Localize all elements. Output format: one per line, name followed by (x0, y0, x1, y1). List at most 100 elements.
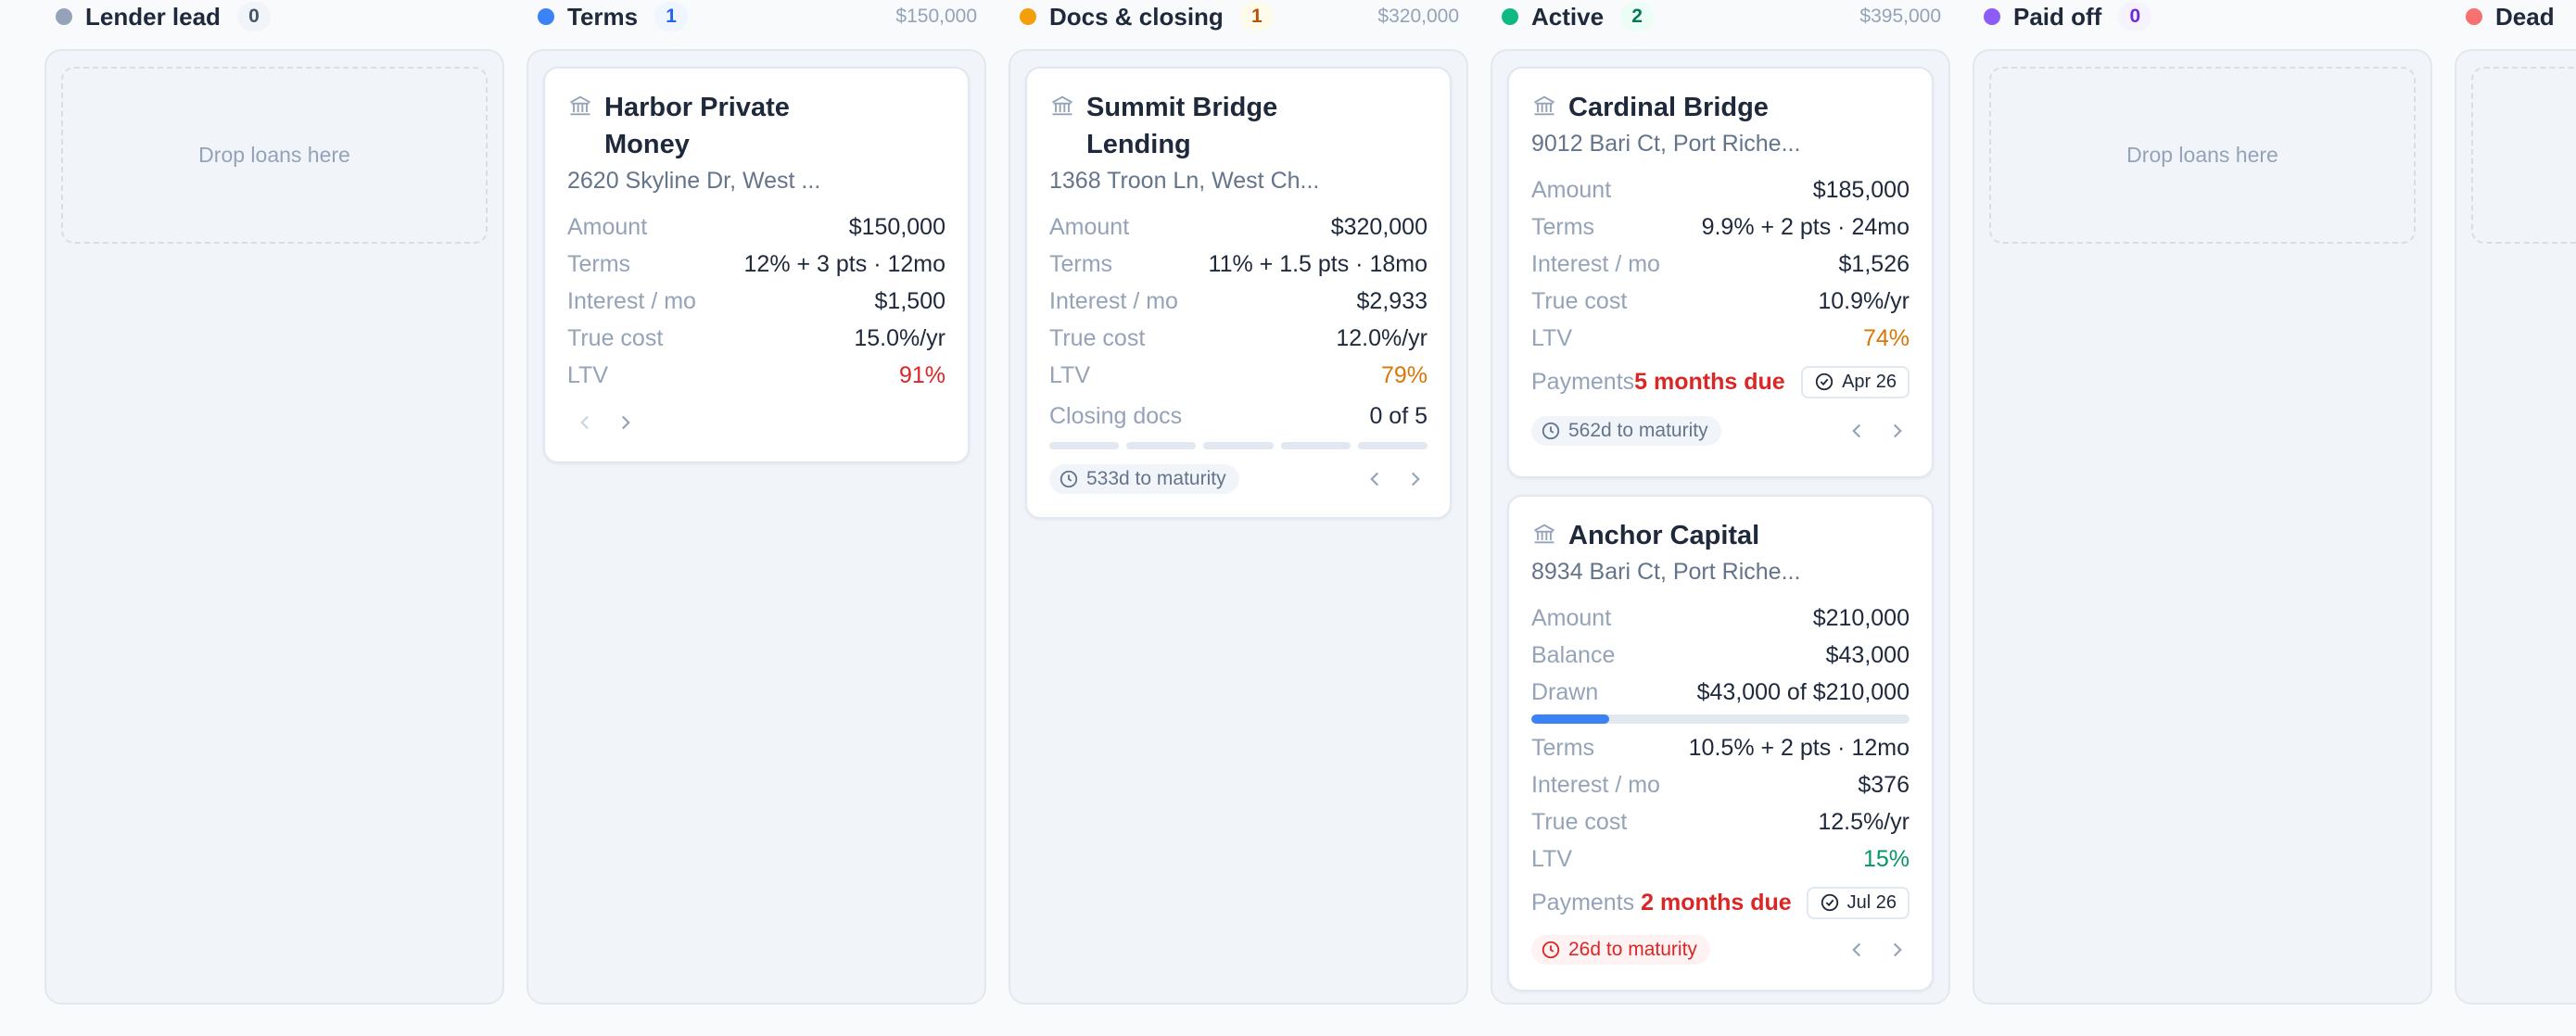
column-title: Terms (567, 2, 639, 31)
chevron-left-icon[interactable] (1845, 419, 1869, 443)
amount-value: $210,000 (1812, 604, 1910, 631)
card-address: 9012 Bari Ct, Port Riche... (1531, 131, 1801, 157)
card-title: Summit Bridge (1086, 93, 1278, 122)
next-payment-date: Jul 26 (1846, 891, 1897, 913)
drawn-row: Drawn $43,000 of $210,000 (1531, 674, 1910, 711)
ltv-row: LTV 79% (1049, 357, 1428, 394)
column-terms: Terms 1 $150,000 Harbor Private Money 26… (527, 0, 986, 1004)
ltv-label: LTV (1531, 845, 1572, 872)
interest-row: Interest / mo $2,933 (1049, 283, 1428, 320)
interest-row: Interest / mo $376 (1531, 766, 1910, 803)
loan-card[interactable]: Cardinal Bridge 9012 Bari Ct, Port Riche… (1507, 67, 1934, 478)
closing-docs-segment (1203, 442, 1274, 449)
column-body[interactable]: Harbor Private Money 2620 Skyline Dr, We… (527, 49, 986, 1004)
true-cost-label: True cost (1531, 808, 1628, 835)
terms-label: Terms (1049, 250, 1113, 277)
interest-label: Interest / mo (567, 287, 696, 314)
column-header: Paid off 0 (1973, 0, 2432, 33)
chevron-left-icon[interactable] (1363, 467, 1387, 491)
column-body[interactable] (2455, 49, 2576, 1004)
drawn-value: $43,000 of $210,000 (1696, 678, 1910, 705)
bank-icon (570, 95, 590, 116)
interest-label: Interest / mo (1531, 250, 1660, 277)
chevron-right-icon[interactable] (614, 411, 638, 435)
column-header: Dead (2455, 0, 2576, 33)
column-header: Lender lead 0 (44, 0, 504, 33)
maturity-text: 533d to maturity (1086, 468, 1226, 489)
chevron-right-icon[interactable] (1885, 938, 1910, 962)
interest-row: Interest / mo $1,500 (567, 283, 945, 320)
status-dot (1502, 8, 1518, 25)
amount-row: Amount $320,000 (1049, 208, 1428, 246)
closing-docs-label: Closing docs (1049, 402, 1183, 429)
ltv-row: LTV 15% (1531, 840, 1910, 878)
ltv-row: LTV 91% (567, 357, 945, 394)
closing-docs-progress (1049, 442, 1428, 449)
count-badge: 2 (1620, 2, 1655, 32)
dropzone[interactable]: Drop loans here (61, 67, 488, 244)
interest-label: Interest / mo (1049, 287, 1178, 314)
column-title: Paid off (2013, 2, 2102, 31)
amount-label: Amount (567, 213, 648, 240)
column-total: $395,000 (1859, 6, 1941, 27)
loan-card[interactable]: Harbor Private Money 2620 Skyline Dr, We… (543, 67, 970, 463)
dropzone[interactable] (2471, 67, 2576, 244)
maturity-chip: 26d to maturity (1531, 935, 1710, 965)
column-paid-off: Paid off 0 Drop loans here (1973, 0, 2432, 1004)
column-body[interactable]: Cardinal Bridge 9012 Bari Ct, Port Riche… (1491, 49, 1950, 1004)
loan-card[interactable]: Summit Bridge Lending 1368 Troon Ln, Wes… (1025, 67, 1452, 519)
terms-value: 10.5% + 2 pts · 12mo (1688, 734, 1910, 761)
column-title: Dead (2495, 2, 2555, 31)
record-payment-button[interactable]: Jul 26 (1806, 886, 1910, 919)
count-badge: 0 (236, 2, 271, 32)
true-cost-value: 10.9%/yr (1818, 287, 1910, 314)
ltv-value: 79% (1380, 361, 1428, 388)
terms-value: 11% + 1.5 pts · 18mo (1208, 250, 1428, 277)
card-address: 2620 Skyline Dr, West ... (567, 168, 821, 194)
amount-label: Amount (1049, 213, 1130, 240)
true-cost-row: True cost 15.0%/yr (567, 320, 945, 357)
chevron-left-icon[interactable] (573, 411, 597, 435)
terms-label: Terms (1531, 213, 1595, 240)
amount-value: $185,000 (1812, 176, 1910, 203)
chevron-right-icon[interactable] (1403, 467, 1428, 491)
maturity-text: 562d to maturity (1568, 420, 1708, 441)
amount-row: Amount $185,000 (1531, 171, 1910, 208)
ltv-value: 15% (1862, 845, 1910, 872)
terms-value: 12% + 3 pts · 12mo (743, 250, 945, 277)
ltv-value: 91% (898, 361, 945, 388)
column-total: $150,000 (895, 6, 977, 27)
card-title-line2: Money (604, 130, 690, 159)
interest-value: $376 (1858, 771, 1910, 798)
amount-value: $320,000 (1330, 213, 1428, 240)
next-payment-date: Apr 26 (1842, 371, 1897, 392)
closing-docs-segment (1280, 442, 1351, 449)
interest-row: Interest / mo $1,526 (1531, 246, 1910, 283)
status-dot (1020, 8, 1036, 25)
payments-label: Payments (1531, 368, 1635, 395)
loan-card[interactable]: Anchor Capital 8934 Bari Ct, Port Riche.… (1507, 495, 1934, 992)
record-payment-button[interactable]: Apr 26 (1801, 365, 1910, 398)
dropzone[interactable]: Drop loans here (1989, 67, 2416, 244)
count-badge: 1 (1239, 2, 1274, 32)
card-address: 1368 Troon Ln, West Ch... (1049, 168, 1320, 194)
terms-label: Terms (1531, 734, 1595, 761)
balance-value: $43,000 (1825, 641, 1910, 668)
bank-icon (1534, 524, 1554, 544)
column-active: Active 2 $395,000 Cardinal Bridge 9012 B… (1491, 0, 1950, 1004)
column-body[interactable]: Drop loans here (44, 49, 504, 1004)
payments-due: 5 months due (1634, 368, 1785, 395)
bank-icon (1534, 95, 1554, 116)
column-title: Active (1531, 2, 1605, 31)
true-cost-row: True cost 12.5%/yr (1531, 803, 1910, 840)
column-docs-closing: Docs & closing 1 $320,000 Summit Bridge … (1009, 0, 1468, 1004)
terms-row: Terms 11% + 1.5 pts · 18mo (1049, 246, 1428, 283)
column-body[interactable]: Summit Bridge Lending 1368 Troon Ln, Wes… (1009, 49, 1468, 1004)
amount-value: $150,000 (848, 213, 945, 240)
chevron-right-icon[interactable] (1885, 419, 1910, 443)
closing-docs-segment (1049, 442, 1120, 449)
column-body[interactable]: Drop loans here (1973, 49, 2432, 1004)
interest-value: $1,526 (1838, 250, 1910, 277)
status-dot (1984, 8, 2000, 25)
chevron-left-icon[interactable] (1845, 938, 1869, 962)
